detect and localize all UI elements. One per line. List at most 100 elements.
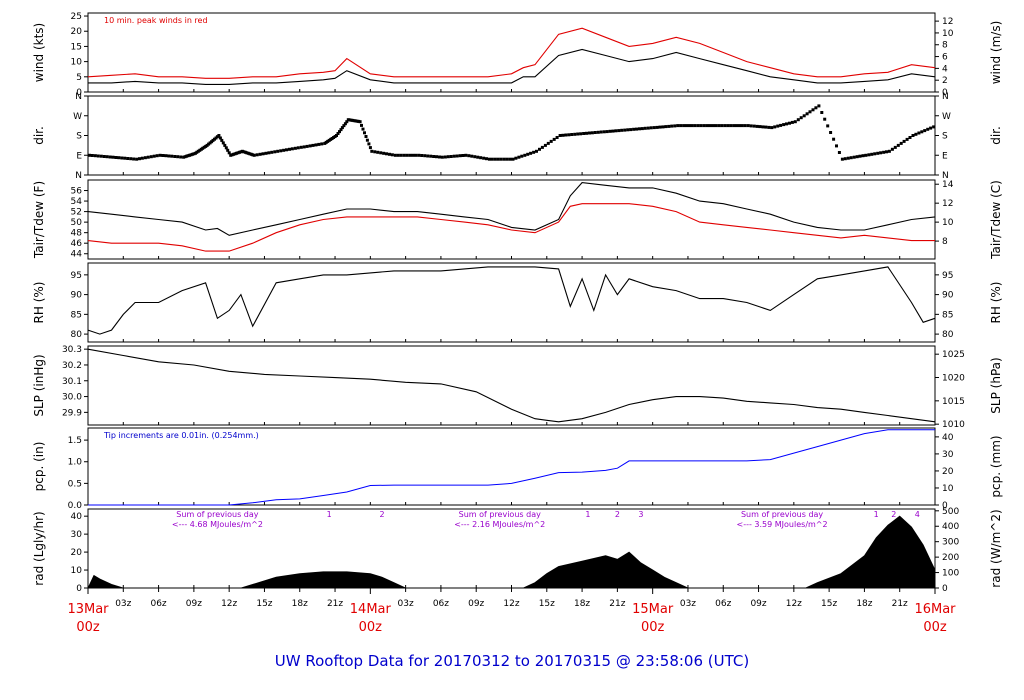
direction-point (570, 133, 574, 136)
direction-point (221, 141, 225, 145)
y-tick-label-left: 10 (71, 58, 83, 68)
direction-point (696, 124, 700, 128)
y-tick-label-right: 85 (942, 310, 953, 320)
direction-point (488, 157, 491, 161)
direction-point (361, 127, 365, 131)
x-tick-label: 06z (715, 599, 731, 609)
direction-point (117, 156, 121, 160)
direction-point (864, 153, 868, 157)
direction-point (485, 157, 488, 161)
x-date-label: 15Mar (632, 602, 674, 617)
direction-point (646, 126, 650, 130)
direction-point (302, 145, 306, 149)
direction-point (335, 134, 338, 137)
direction-point (402, 153, 406, 157)
x-tick-label: 03z (680, 599, 696, 609)
direction-point (343, 122, 347, 126)
panel-frame (87, 95, 936, 176)
y-tick-label-left: 95 (71, 271, 82, 281)
radiation-sum-note: Sum of previous day (459, 510, 541, 519)
direction-point (155, 154, 159, 158)
radiation-marker: 2 (380, 510, 385, 519)
direction-point (758, 125, 762, 129)
y-tick-label-left: 90 (71, 291, 83, 301)
y-tick-label-left: 20 (71, 27, 83, 37)
radiation-marker: 4 (915, 510, 920, 519)
direction-point (723, 124, 727, 128)
direction-point (629, 128, 633, 132)
direction-point (802, 114, 806, 118)
direction-point (339, 128, 343, 132)
direction-point (276, 149, 280, 153)
y-tick-label-right: 300 (942, 538, 959, 548)
direction-point (667, 124, 671, 128)
direction-point (538, 147, 541, 151)
direction-point (873, 152, 877, 156)
direction-point (893, 145, 897, 149)
radiation-sum-note: <--- 3.59 MJoules/m^2 (737, 520, 828, 529)
direction-point (293, 146, 297, 150)
y-tick-label-right: 0 (942, 501, 948, 511)
direction-point (738, 124, 741, 128)
direction-point (776, 124, 780, 128)
y-tick-label-left: 30.1 (62, 377, 82, 387)
direction-point (690, 124, 694, 128)
direction-point (288, 147, 291, 151)
x-tick-label: 18z (292, 599, 308, 609)
y-tick-label-right: 6 (942, 53, 948, 63)
radiation-marker: 2 (615, 510, 620, 519)
direction-point (176, 155, 180, 159)
direction-point (108, 155, 112, 159)
y-tick-label-right: 1025 (942, 350, 965, 360)
x-date-label: 14Mar (350, 602, 392, 617)
direction-point (146, 155, 150, 159)
x-date-label: 13Mar (67, 602, 109, 617)
direction-point (317, 142, 321, 146)
direction-point (740, 124, 744, 128)
direction-point (914, 132, 918, 136)
direction-point (885, 150, 888, 154)
direction-point (438, 155, 441, 159)
y-axis-label-left: pcp. (in) (32, 442, 46, 492)
direction-point (896, 143, 900, 147)
direction-point (340, 126, 344, 130)
y-tick-label-right: 500 (942, 507, 959, 517)
direction-point (282, 148, 286, 152)
y-tick-label-left: 30.3 (62, 345, 82, 355)
direction-point (379, 151, 383, 155)
y-tick-label-left: 29.9 (62, 408, 82, 418)
direction-point (311, 143, 315, 147)
direction-point (835, 144, 838, 148)
direction-point (499, 157, 503, 161)
direction-point (105, 155, 109, 159)
direction-point (138, 157, 141, 161)
direction-point (705, 124, 709, 128)
y-tick-label-left: 10 (71, 566, 83, 576)
y-tick-label-right: 90 (942, 291, 954, 301)
direction-point (223, 143, 227, 147)
direction-point (482, 156, 486, 160)
direction-point (252, 153, 256, 157)
direction-point (285, 148, 288, 152)
direction-point (532, 150, 536, 154)
x-tick-label: 06z (150, 599, 166, 609)
y-tick-label-left: S (76, 132, 82, 142)
y-tick-label-right: 10 (942, 29, 954, 39)
series-Tdew (87, 203, 935, 252)
direction-point (764, 125, 768, 129)
x-tick-label: 09z (186, 599, 202, 609)
direction-point (490, 157, 494, 161)
direction-point (161, 154, 165, 157)
direction-point (867, 153, 871, 157)
direction-point (623, 128, 627, 132)
y-tick-label-left: 30 (71, 530, 83, 540)
direction-point (290, 147, 294, 151)
direction-point (852, 155, 856, 159)
y-tick-label-left: 25 (71, 12, 82, 22)
y-tick-label-left: 85 (71, 310, 82, 320)
direction-point (649, 126, 653, 130)
y-tick-label-right: 100 (942, 569, 959, 579)
x-tick-label: 09z (750, 599, 766, 609)
